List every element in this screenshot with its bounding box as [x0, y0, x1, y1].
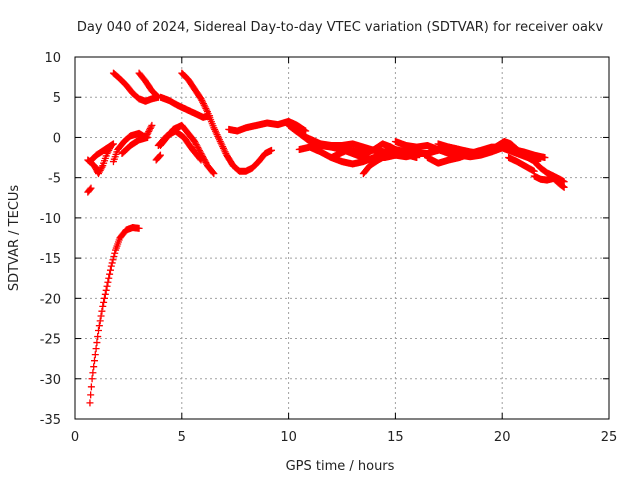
grid-lines: [75, 57, 609, 419]
data-point-markers: [135, 69, 162, 101]
series-track-v: [434, 137, 545, 164]
series-track-r: [327, 140, 421, 162]
data-point-markers: [178, 69, 276, 175]
plot-frame: [74, 56, 610, 420]
data-point-markers: [156, 121, 218, 178]
x-tick-label: 20: [494, 430, 511, 445]
series-track-n: [225, 117, 310, 135]
series-track-d: [86, 140, 117, 166]
data-point-markers: [327, 140, 421, 162]
data-point-markers: [530, 172, 568, 191]
x-tick-label: 5: [178, 430, 186, 445]
y-tick-label: 5: [53, 91, 61, 106]
y-tick-label: -10: [40, 212, 61, 227]
data-point-markers: [109, 69, 162, 105]
data-point-markers: [434, 137, 545, 164]
x-tick-label: 10: [280, 430, 297, 445]
series-track-i: [154, 127, 205, 164]
series-track-y: [505, 154, 538, 175]
y-tick-label: -35: [40, 413, 61, 428]
data-point-markers: [225, 117, 310, 135]
data-point-markers: [505, 154, 538, 175]
x-axis-label: GPS time / hours: [286, 459, 395, 474]
data-point-markers: [84, 184, 95, 196]
series-track-s: [359, 148, 399, 178]
series-track-x: [530, 172, 568, 191]
data-point-markers: [86, 140, 117, 166]
y-tick-label: 10: [44, 51, 61, 66]
series-track-j: [109, 69, 162, 105]
series-track-l: [156, 93, 214, 121]
tick-labels: 0 5 10 15 20 25 10 5 0 -5 -10 -15 -20 -25 -30 -35: [40, 51, 618, 445]
y-tick-label: -5: [48, 172, 61, 187]
data-points: [84, 69, 568, 407]
chart-title: Day 040 of 2024, Sidereal Day-to-day VTE…: [77, 20, 604, 35]
series-track-k: [135, 69, 162, 101]
data-point-markers: [152, 151, 164, 164]
series-track-g: [152, 151, 164, 164]
series-track-m: [178, 69, 276, 175]
data-point-markers: [156, 93, 214, 121]
data-point-markers: [154, 127, 205, 164]
y-tick-label: 0: [53, 131, 61, 146]
series-track-h: [156, 121, 218, 178]
y-tick-label: -20: [40, 292, 61, 307]
y-tick-label: -30: [40, 373, 61, 388]
x-tick-label: 25: [601, 430, 618, 445]
series-track-a: [86, 224, 143, 407]
data-point-markers: [118, 133, 152, 158]
y-tick-label: -25: [40, 333, 61, 348]
series-track-f: [118, 133, 152, 158]
x-tick-label: 0: [71, 430, 79, 445]
series-track-b: [84, 184, 95, 196]
y-tick-label: -15: [40, 252, 61, 267]
x-tick-label: 15: [387, 430, 404, 445]
data-point-markers: [359, 148, 399, 178]
axis-ticks: [74, 56, 610, 420]
data-point-markers: [86, 224, 143, 407]
y-axis-label: SDTVAR / TECUs: [7, 185, 22, 292]
